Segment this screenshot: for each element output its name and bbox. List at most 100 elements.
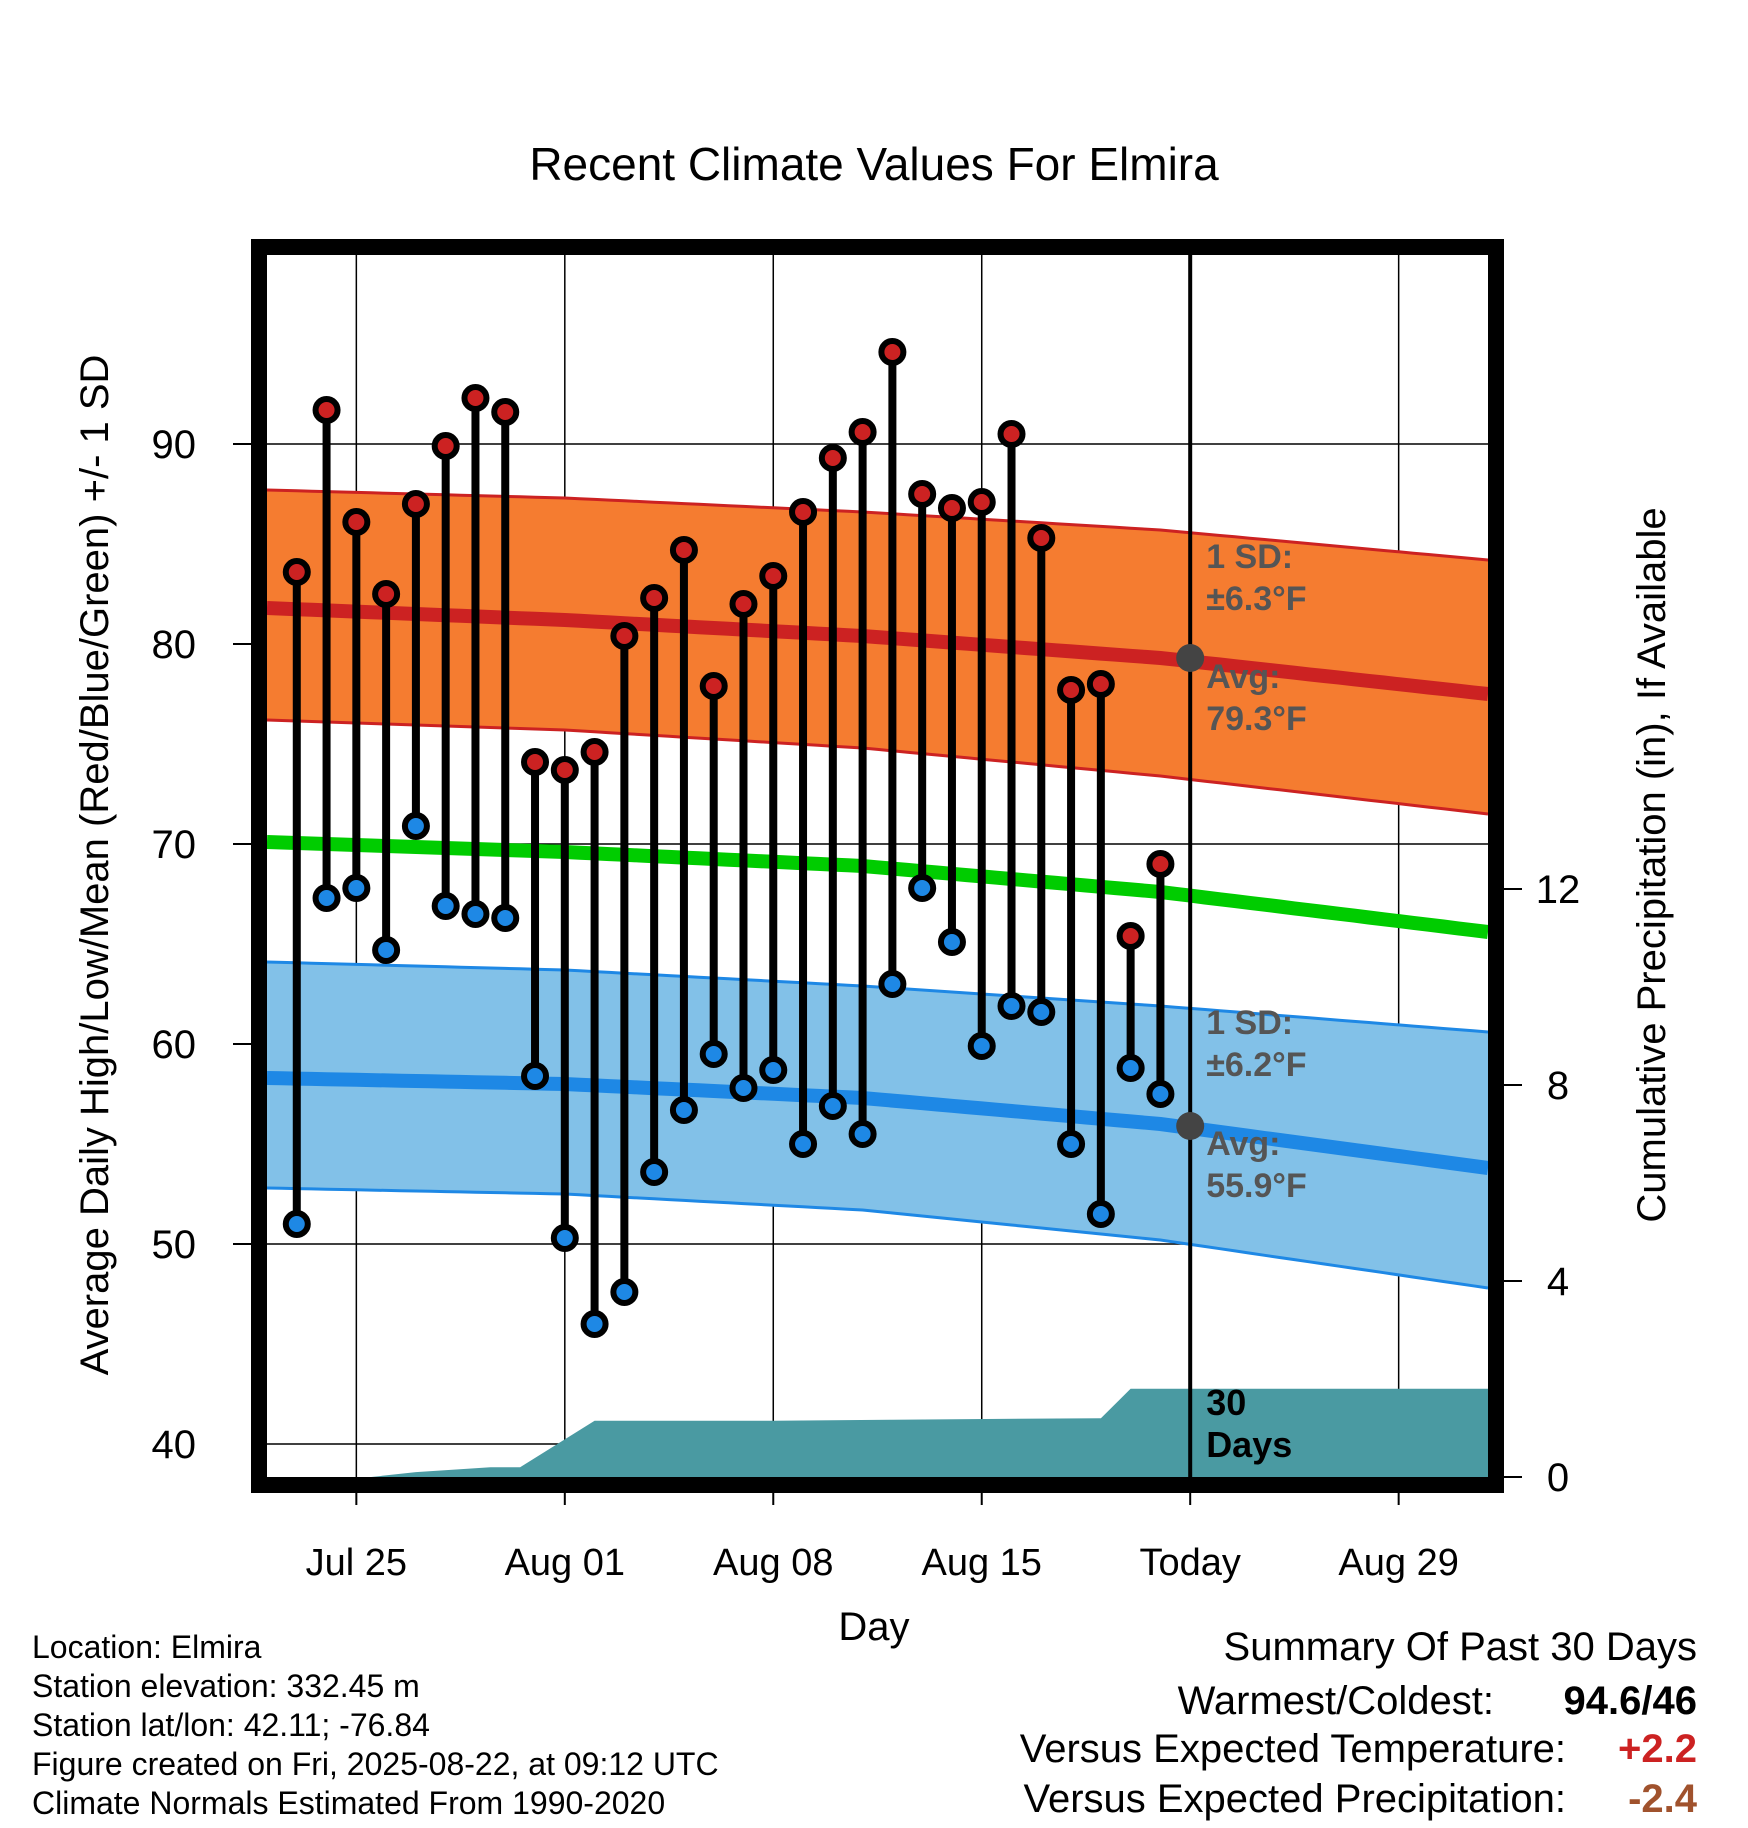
daily-high-point [282,558,311,586]
info-elevation: Station elevation: 332.45 m [32,1668,420,1704]
daily-high-point [1086,670,1115,698]
daily-high-point [1057,676,1086,704]
high-sd-lower-edge [266,718,1489,816]
annotations: 1 SD: ±6.3°F Avg: 79.3°F 1 SD: ±6.2°F Avg: 55.9… [1176,538,1307,1465]
summary-title: Summary Of Past 30 Days [1224,1625,1697,1669]
summary-precip-label: Versus Expected Precipitation: [1023,1777,1566,1821]
days-count-label: 30 [1206,1382,1246,1423]
info-location: Location: Elmira [32,1629,262,1665]
daily-low-point [699,1040,728,1068]
daily-low-point [401,812,430,840]
low-sd-band [267,962,1488,1288]
y-tick-label-right: 12 [1536,868,1581,912]
daily-high-point [848,418,877,446]
low-avg-label: Avg: [1206,1125,1280,1163]
daily-high-point [997,420,1026,448]
daily-high-point [1146,850,1175,878]
daily-high-point [967,488,996,516]
today-low-avg-marker [1176,1112,1205,1140]
y-tick-label-right: 8 [1547,1064,1569,1108]
y-tick-label-left: 50 [152,1223,197,1267]
today-high-avg-marker [1176,644,1205,672]
daily-high-point [550,756,579,784]
y-tick-label-left: 70 [152,823,197,867]
daily-low-point [759,1056,788,1084]
daily-high-point [818,444,847,472]
station-info: Location: Elmira Station elevation: 332.… [32,1629,719,1821]
daily-low-point [431,892,460,920]
daily-high-point [491,398,520,426]
info-normals: Climate Normals Estimated From 1990-2020 [32,1785,665,1821]
daily-high-point [1116,922,1145,950]
daily-low-point [282,1210,311,1238]
daily-low-point [1057,1130,1086,1158]
precip-area [267,1388,1488,1477]
high-sd-band [267,490,1488,814]
daily-high-point [669,536,698,564]
daily-high-point [312,396,341,424]
daily-low-point [878,970,907,998]
daily-high-point [729,590,758,618]
y-tick-label-left: 60 [152,1023,197,1067]
info-created: Figure created on Fri, 2025-08-22, at 09… [32,1746,719,1782]
daily-high-point [372,580,401,608]
low-avg-value: 55.9°F [1206,1167,1307,1205]
daily-low-point [550,1224,579,1252]
high-sd-value: ±6.3°F [1206,580,1306,618]
y-axis-label-left: Average Daily High/Low/Mean (Red/Blue/Gr… [73,355,117,1376]
daily-low-point [461,900,490,928]
daily-high-point [908,480,937,508]
plot-frame [251,239,1504,1493]
daily-low-point [789,1130,818,1158]
summary-warm-cold-value: 94.6/46 [1564,1679,1697,1723]
daily-low-point [1146,1080,1175,1108]
x-axis-label: Day [838,1605,909,1649]
chart-title: Recent Climate Values For Elmira [529,138,1219,190]
normal-high-line [266,601,1489,701]
daily-low-point [908,874,937,902]
daily-low-point [372,936,401,964]
daily-stems [282,338,1175,1338]
low-sd-lower-edge [266,1186,1489,1290]
daily-low-point [1027,998,1056,1026]
daily-high-point [937,494,966,522]
daily-high-point [640,584,669,612]
daily-low-point [729,1074,758,1102]
axes: Jul 25 Aug 01 Aug 08 Aug 15 Today Aug 29 40 50 6… [152,423,1581,1584]
daily-low-point [640,1158,669,1186]
daily-low-point [580,1310,609,1338]
daily-low-point [521,1062,550,1090]
x-tick-label: Today [1139,1542,1240,1584]
daily-low-point [491,904,520,932]
y-tick-label-left: 40 [152,1423,197,1467]
summary-temp-label: Versus Expected Temperature: [1020,1727,1566,1771]
x-tick-label: Jul 25 [306,1542,407,1584]
info-latlon: Station lat/lon: 42.11; -76.84 [32,1707,430,1743]
daily-low-point [610,1278,639,1306]
x-tick-label: Aug 08 [713,1542,833,1584]
daily-high-point [1027,524,1056,552]
normal-mean-line [266,835,1489,939]
daily-low-point [937,928,966,956]
daily-high-point [878,338,907,366]
daily-high-point [342,508,371,536]
daily-high-point [521,748,550,776]
daily-low-point [967,1032,996,1060]
normal-low-line [266,1071,1489,1175]
daily-high-point [699,672,728,700]
daily-low-point [1086,1200,1115,1228]
summary-panel: Summary Of Past 30 Days Warmest/Coldest:… [1020,1625,1698,1821]
high-sd-upper-edge [266,488,1489,562]
cumulative-precip-area [267,1388,1488,1477]
x-tick-label: Aug 29 [1338,1542,1458,1584]
low-sd-upper-edge [266,960,1489,1034]
daily-high-point [789,498,818,526]
summary-precip-value: -2.4 [1628,1777,1698,1821]
low-sd-value: ±6.2°F [1206,1046,1306,1084]
x-tick-label: Aug 15 [922,1542,1042,1584]
high-avg-value: 79.3°F [1206,700,1307,738]
x-tick-label: Aug 01 [505,1542,625,1584]
y-tick-label-right: 4 [1547,1260,1569,1304]
daily-low-point [818,1092,847,1120]
